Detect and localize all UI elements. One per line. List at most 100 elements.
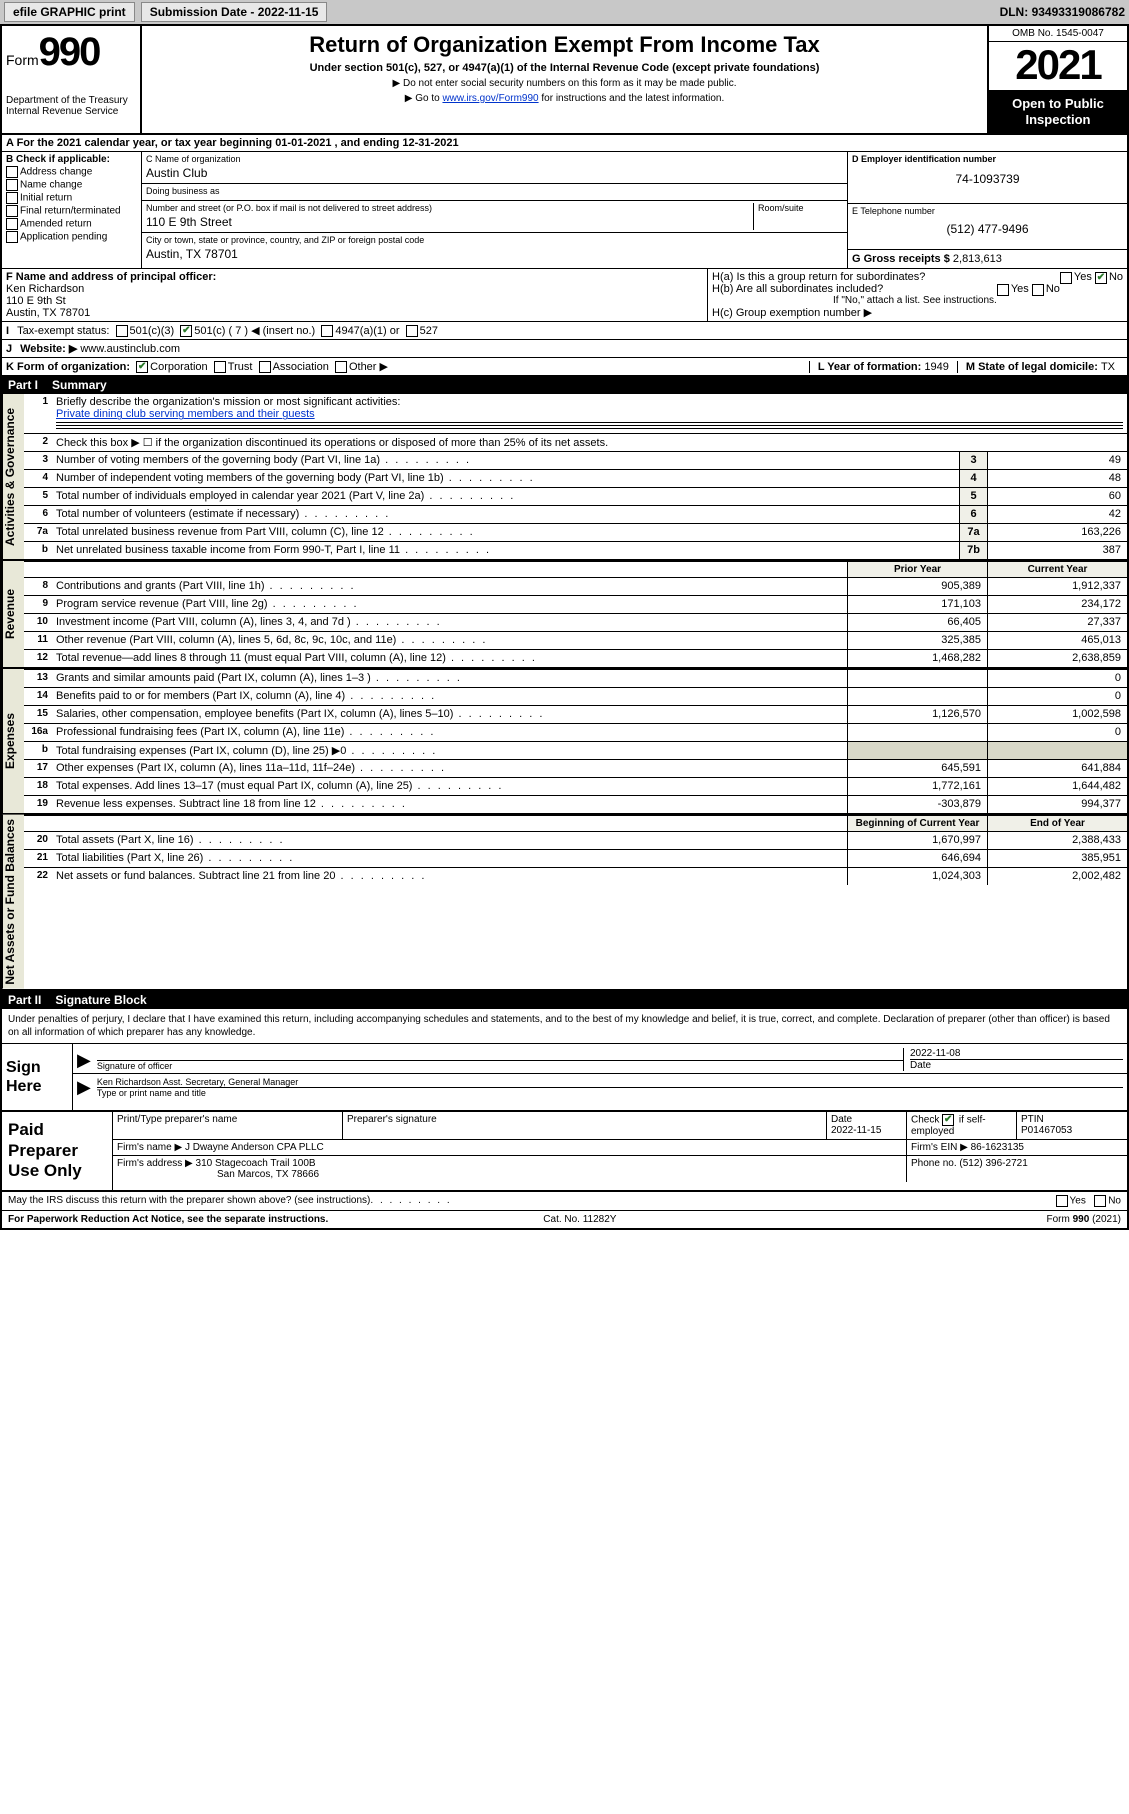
summary-row: 12Total revenue—add lines 8 through 11 (… [24, 649, 1127, 667]
hdr-current: Current Year [987, 562, 1127, 577]
summary-row: 5Total number of individuals employed in… [24, 487, 1127, 505]
hdr-end: End of Year [987, 816, 1127, 831]
form-word: Form [6, 52, 39, 68]
note-link: ▶ Go to www.irs.gov/Form990 for instruct… [148, 93, 981, 104]
line1-label: Briefly describe the organization's miss… [56, 396, 400, 408]
part-ii-title: Signature Block [55, 993, 146, 1007]
omb-number: OMB No. 1545-0047 [989, 26, 1127, 42]
website-value: www.austinclub.com [80, 343, 180, 355]
efile-button[interactable]: efile GRAPHIC print [4, 2, 135, 22]
firm-ein-label: Firm's EIN ▶ [911, 1142, 968, 1153]
chk-initial-return[interactable]: Initial return [6, 192, 137, 204]
net-header: Beginning of Current Year End of Year [24, 815, 1127, 831]
row-a-period: A For the 2021 calendar year, or tax yea… [2, 135, 1127, 152]
chk-amended[interactable]: Amended return [6, 218, 137, 230]
ha-label: H(a) Is this a group return for subordin… [712, 271, 925, 283]
hb-no: No [1046, 283, 1060, 295]
row-a-text: A For the 2021 calendar year, or tax yea… [6, 137, 459, 149]
ptin-value: P01467053 [1021, 1125, 1123, 1136]
firm-phone-label: Phone no. [911, 1158, 959, 1169]
submission-date-value: 2022-11-15 [258, 5, 319, 19]
form-subtitle: Under section 501(c), 527, or 4947(a)(1)… [148, 62, 981, 74]
summary-row: 19Revenue less expenses. Subtract line 1… [24, 795, 1127, 813]
col-b-title: B Check if applicable: [6, 154, 110, 165]
chk-app-pending-label: Application pending [20, 232, 107, 243]
note-link-pre: ▶ Go to [405, 93, 443, 104]
section-governance: Activities & Governance 1 Briefly descri… [2, 394, 1127, 561]
summary-row: bTotal fundraising expenses (Part IX, co… [24, 741, 1127, 759]
summary-row: 18Total expenses. Add lines 13–17 (must … [24, 777, 1127, 795]
firm-addr-label: Firm's address ▶ [117, 1158, 193, 1169]
summary-row: 13Grants and similar amounts paid (Part … [24, 669, 1127, 687]
name-label: Type or print name and title [97, 1087, 1123, 1098]
officer-name-title: Ken Richardson Asst. Secretary, General … [97, 1077, 1123, 1087]
paid-preparer-label: Paid Preparer Use Only [2, 1112, 112, 1189]
chk-name-change[interactable]: Name change [6, 179, 137, 191]
officer-signature-row: ▶ Signature of officer 2022-11-08 Date [73, 1044, 1127, 1074]
part-i-header: Part I Summary [2, 376, 1127, 394]
line-2: 2 Check this box ▶ ☐ if the organization… [24, 433, 1127, 451]
chk-address-change[interactable]: Address change [6, 166, 137, 178]
prep-date: 2022-11-15 [831, 1125, 902, 1136]
chk-app-pending[interactable]: Application pending [6, 231, 137, 243]
arrow-icon: ▶ [77, 1050, 91, 1071]
row-fh: F Name and address of principal officer:… [2, 269, 1127, 322]
room-label: Room/suite [758, 203, 843, 215]
form-header: Form990 Department of the Treasury Inter… [2, 26, 1127, 135]
opt-501c3: 501(c)(3) [130, 325, 175, 337]
hb-note: If "No," attach a list. See instructions… [712, 295, 1123, 306]
tel-label: E Telephone number [852, 206, 1123, 218]
summary-row: 21Total liabilities (Part X, line 26)646… [24, 849, 1127, 867]
org-name: Austin Club [146, 166, 843, 182]
tax-year: 2021 [989, 42, 1127, 90]
hb-yes: Yes [1011, 283, 1029, 295]
summary-row: 6Total number of volunteers (estimate if… [24, 505, 1127, 523]
gross-label: G Gross receipts $ [852, 253, 953, 265]
summary-row: 9Program service revenue (Part VIII, lin… [24, 595, 1127, 613]
signature-date: 2022-11-08 [910, 1048, 1123, 1059]
mission-link[interactable]: Private dining club serving members and … [56, 408, 315, 420]
chk-address-change-label: Address change [20, 167, 92, 178]
org-name-cell: C Name of organization Austin Club [142, 152, 847, 184]
addr-label: Number and street (or P.O. box if mail i… [146, 203, 753, 215]
preparer-row-2: Firm's name ▶ J Dwayne Anderson CPA PLLC… [113, 1140, 1127, 1156]
row-i-status: I Tax-exempt status: 501(c)(3) 501(c) ( … [2, 322, 1127, 340]
signature-intro: Under penalties of perjury, I declare th… [2, 1009, 1127, 1044]
tel-value: (512) 477-9496 [852, 222, 1123, 238]
ein-label: D Employer identification number [852, 154, 996, 164]
note-ssn: ▶ Do not enter social security numbers o… [148, 78, 981, 89]
firm-phone: (512) 396-2721 [959, 1158, 1027, 1169]
line2-text: Check this box ▶ ☐ if the organization d… [52, 434, 1127, 451]
irs-link[interactable]: www.irs.gov/Form990 [442, 93, 538, 104]
city-value: Austin, TX 78701 [146, 247, 843, 263]
summary-row: 17Other expenses (Part IX, column (A), l… [24, 759, 1127, 777]
print-name-label: Print/Type preparer's name [113, 1112, 343, 1139]
row-klm: K Form of organization: Corporation Trus… [2, 358, 1127, 376]
form-title: Return of Organization Exempt From Incom… [148, 32, 981, 58]
summary-row: 11Other revenue (Part VIII, column (A), … [24, 631, 1127, 649]
ha-no: No [1109, 271, 1123, 283]
dba-label: Doing business as [146, 186, 843, 198]
addr-value: 110 E 9th Street [146, 215, 753, 231]
net-side-label: Net Assets or Fund Balances [2, 815, 24, 989]
ein-value: 74-1093739 [852, 172, 1123, 188]
chk-final-return-label: Final return/terminated [20, 206, 121, 217]
cat-no: Cat. No. 11282Y [543, 1214, 616, 1225]
firm-name-label: Firm's name ▶ [117, 1142, 182, 1153]
summary-row: 10Investment income (Part VIII, column (… [24, 613, 1127, 631]
opt-trust: Trust [228, 361, 253, 373]
chk-final-return[interactable]: Final return/terminated [6, 205, 137, 217]
officer-addr1: 110 E 9th St [6, 295, 66, 307]
dln-value: 93493319086782 [1032, 5, 1125, 19]
section-revenue: Revenue Prior Year Current Year 8Contrib… [2, 561, 1127, 669]
hdr-prior: Prior Year [847, 562, 987, 577]
officer-name-row: ▶ Ken Richardson Asst. Secretary, Genera… [73, 1074, 1127, 1100]
year-formation-label: L Year of formation: [818, 361, 925, 373]
submission-date-label: Submission Date - [150, 5, 258, 19]
exp-side-label: Expenses [2, 669, 24, 813]
form-990: Form990 Department of the Treasury Inter… [0, 24, 1129, 1230]
check-label: Check [911, 1115, 939, 1126]
form-no: 990 [39, 30, 100, 74]
website-label: Website: ▶ [20, 342, 77, 355]
submission-date: Submission Date - 2022-11-15 [141, 2, 328, 22]
